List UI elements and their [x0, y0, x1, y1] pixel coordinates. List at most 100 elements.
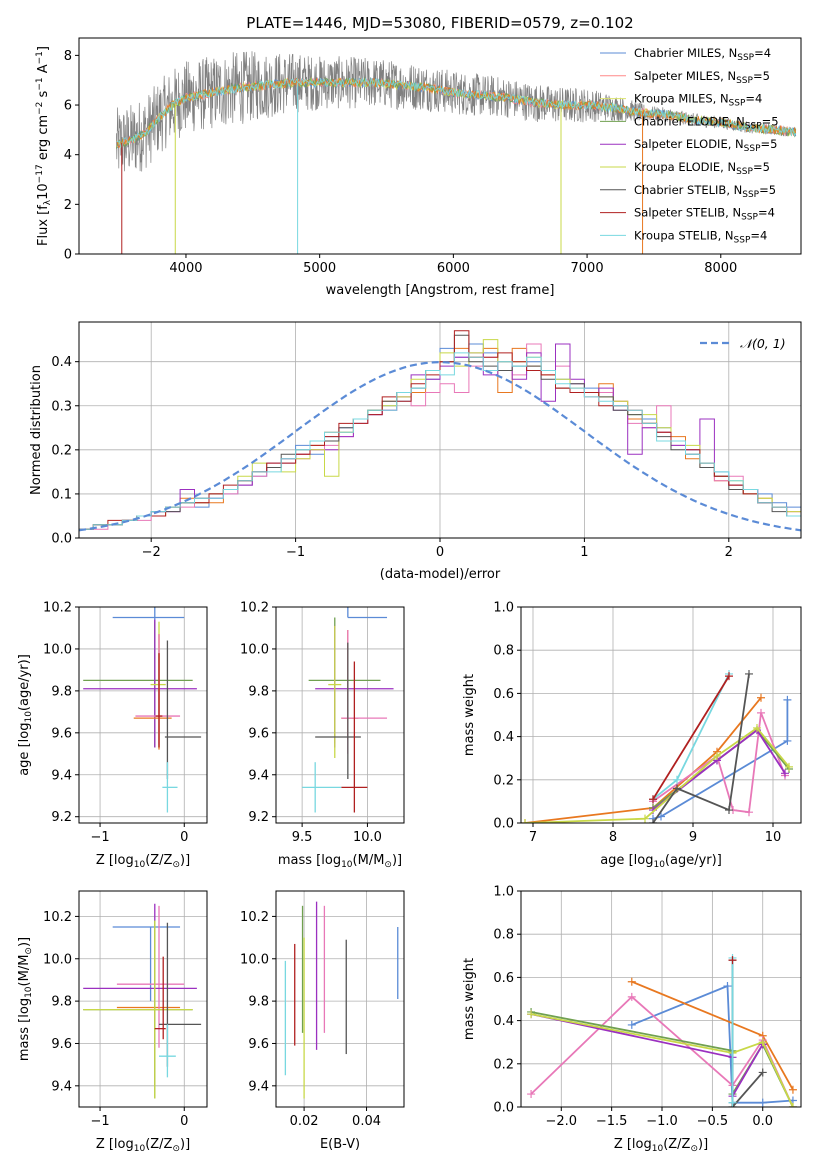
mass-weight-marker [728, 1098, 737, 1107]
x-tick-label: 1 [580, 545, 588, 560]
legend-entry-part: Chabrier MILES, N [634, 46, 737, 60]
y-axis-label-part: 10 [36, 183, 51, 200]
legend-entry: Kroupa MILES, NSSP=4 [634, 92, 762, 109]
y-tick-label: 10.0 [43, 642, 72, 657]
legend-entry-part: =5 [761, 137, 778, 151]
legend-entry-part: SSP [742, 190, 759, 200]
y-axis-label-part: )] [17, 937, 32, 947]
mass-weight-marker [783, 695, 792, 704]
legend-entry-part: Chabrier ELODIE, N [634, 114, 745, 128]
legend-entry-part: SSP [734, 235, 751, 245]
y-axis-label-part: mass [log [17, 998, 32, 1061]
mass-weight-marker [673, 775, 681, 784]
x-tick-label: −1.0 [646, 1114, 678, 1129]
y-axis-label-part: −2 [35, 102, 45, 115]
axes-frame [78, 606, 208, 824]
mass-weight-line [652, 712, 786, 814]
y-axis-label-part: 10 [24, 986, 34, 998]
x-axis-label-part: age [log [600, 853, 653, 868]
x-tick-label: 0.04 [352, 1114, 381, 1129]
y-tick-label: 9.4 [248, 1079, 269, 1094]
y-tick-label: 8 [64, 49, 72, 64]
mass-weight-line [652, 673, 750, 823]
legend-entry: Chabrier STELIB, NSSP=5 [634, 183, 776, 200]
y-tick-label: 0.1 [51, 487, 72, 502]
normal-curve [79, 360, 801, 532]
x-axis-label-part: ⊙ [690, 1144, 698, 1154]
x-tick-label: 0.0 [752, 1114, 773, 1129]
plot-area-spectrum [115, 51, 797, 254]
legend-entry-part: Salpeter ELODIE, N [634, 137, 744, 151]
x-tick-label: −2 [142, 545, 161, 560]
x-axis-label-part: (M/M [353, 853, 385, 868]
legend-entry: Chabrier ELODIE, NSSP=5 [634, 114, 779, 131]
plot-area-age_vs_Z [83, 607, 202, 813]
y-axis-label-part: age [log [17, 723, 32, 776]
mass-weight-marker [781, 769, 789, 778]
x-tick-label: −2.0 [545, 1114, 577, 1129]
y-tick-label: 10.0 [240, 952, 269, 967]
mass-weight-marker [783, 736, 792, 745]
x-axis-label: (data-model)/error [380, 567, 501, 582]
y-tick-label: 1.0 [493, 885, 514, 900]
x-tick-label: 5000 [303, 261, 336, 276]
mass-weight-marker [641, 814, 649, 823]
mass-weight-marker [757, 708, 765, 717]
x-tick-label: 0 [180, 1114, 188, 1129]
y-tick-label: 0.8 [493, 644, 514, 659]
y-tick-label: 0.0 [51, 532, 72, 547]
axes-frame [275, 890, 405, 1108]
y-tick-label: 0.3 [51, 399, 72, 414]
x-tick-label: 8000 [704, 261, 737, 276]
x-tick-label: 9.5 [292, 830, 313, 845]
mass-weight-marker [785, 762, 793, 771]
y-tick-label: 0.6 [493, 971, 514, 986]
x-tick-label: 2 [725, 545, 733, 560]
mass-weight-marker [527, 1010, 536, 1019]
mass-weight-marker [758, 1068, 767, 1077]
panel-age_vs_mass: 9.5 10.0 9.2 9.4 9.6 9.8 10.0 10.2 mass [log10(M… [240, 601, 405, 870]
plot-area-massweight_vs_age [521, 669, 793, 823]
x-axis-label: E(B-V) [320, 1137, 360, 1152]
mass-weight-line [652, 728, 786, 811]
legend-entry-part: SSP [736, 167, 753, 177]
y-tick-label: 9.4 [248, 768, 269, 783]
x-axis-label-part: ⊙ [172, 860, 180, 870]
legend-entry-part: SSP [737, 53, 754, 63]
legend-entry-part: SSP [741, 213, 758, 223]
y-tick-label: 0.4 [51, 355, 72, 370]
mass-weight-marker [753, 723, 761, 732]
y-tick-label: 10.0 [43, 952, 72, 967]
axes-frame [520, 890, 802, 1108]
x-axis-label-part: 10 [652, 1144, 664, 1154]
x-tick-label: 4000 [169, 261, 202, 276]
x-tick-label: 8 [609, 830, 617, 845]
x-tick-label: 0 [180, 830, 188, 845]
y-axis-label-part: 10 [24, 711, 34, 723]
mass-weight-marker [627, 992, 636, 1001]
y-axis-label-part: −17 [35, 164, 45, 183]
mass-weight-marker [627, 1020, 636, 1029]
y-tick-label: 9.2 [248, 810, 269, 825]
plot-area-mass_vs_Z [83, 903, 202, 1099]
y-axis-label-part: (M/M [17, 955, 32, 987]
x-tick-label: −1 [90, 1114, 109, 1129]
histogram-series [79, 343, 801, 530]
mass-weight-marker [788, 1085, 797, 1094]
y-axis-label-part: s [36, 90, 51, 101]
x-axis-label-part: (Z/Z [145, 853, 172, 868]
y-tick-label: 0.6 [493, 687, 514, 702]
y-axis-label-part: −1 [35, 77, 45, 90]
mass-weight-marker [649, 819, 657, 823]
y-tick-label: 10.2 [240, 601, 269, 616]
y-axis-label-part: erg cm [36, 115, 51, 164]
histogram-series [79, 352, 801, 530]
legend-entry-part: =5 [759, 183, 776, 197]
legend-entry-part: =5 [753, 69, 770, 83]
legend-entry-part: Salpeter STELIB, N [634, 206, 741, 220]
y-tick-label: 9.6 [248, 726, 269, 741]
mass-weight-marker [713, 752, 721, 761]
legend-entry: Chabrier MILES, NSSP=4 [634, 46, 771, 63]
axes-frame [78, 37, 802, 255]
y-axis-label-part: ] [36, 46, 51, 51]
